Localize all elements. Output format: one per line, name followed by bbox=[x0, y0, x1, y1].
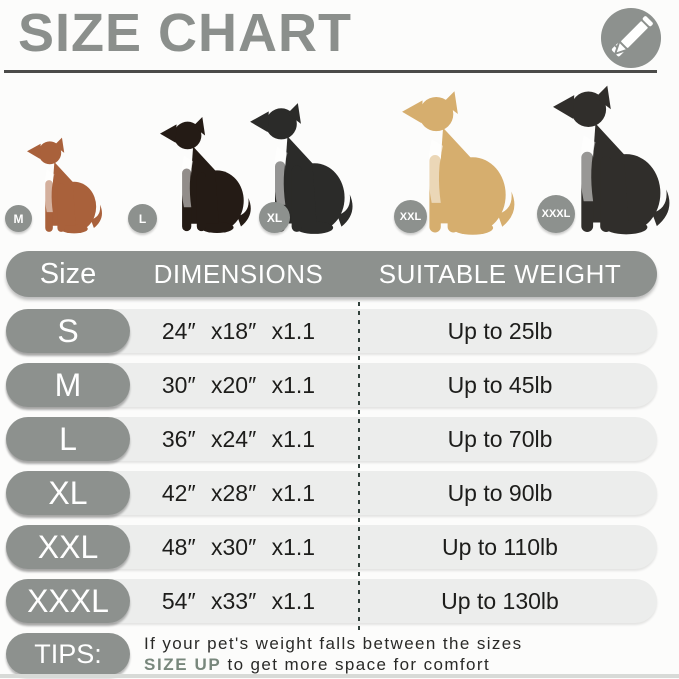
dimensions-value: 36″ x24″ x1.1 bbox=[161, 425, 316, 452]
weight-value: Up to 90lb bbox=[447, 479, 553, 506]
size-badge-xl: XL bbox=[6, 471, 130, 515]
size-badge-l: L bbox=[6, 417, 130, 461]
size-marker-xxxl: XXXL bbox=[537, 195, 575, 233]
size-badge-xxl: XXL bbox=[6, 525, 130, 569]
table-row-m: M 30″ x20″ x1.1 Up to 45lb bbox=[6, 363, 657, 407]
dimensions-value: 30″ x20″ x1.1 bbox=[161, 371, 316, 398]
tips-line2: SIZE UP to get more space for comfort bbox=[144, 654, 523, 675]
dog-medium-image bbox=[27, 136, 103, 235]
tips-text: If your pet's weight falls between the s… bbox=[144, 633, 523, 675]
tips-line2-rest: to get more space for comfort bbox=[227, 655, 491, 674]
size-badge-s: S bbox=[6, 309, 130, 353]
size-marker-m: M bbox=[5, 205, 32, 232]
column-header-dimensions: DIMENSIONS bbox=[153, 258, 324, 289]
dimensions-value: 54″ x33″ x1.1 bbox=[161, 587, 316, 614]
weight-value: Up to 45lb bbox=[447, 371, 553, 398]
size-badge-xxxl: XXXL bbox=[6, 579, 130, 623]
dimensions-value: 42″ x28″ x1.1 bbox=[161, 479, 316, 506]
table-header-row: Size DIMENSIONS SUITABLE WEIGHT bbox=[6, 251, 657, 297]
weight-value: Up to 25lb bbox=[447, 317, 553, 344]
dimensions-value: 48″ x30″ x1.1 bbox=[161, 533, 316, 560]
weight-value: Up to 70lb bbox=[447, 425, 553, 452]
weight-value: Up to 110lb bbox=[442, 533, 558, 560]
bottom-divider bbox=[0, 674, 679, 678]
tips-line1: If your pet's weight falls between the s… bbox=[144, 634, 523, 653]
size-table: Size DIMENSIONS SUITABLE WEIGHT S 24″ x1… bbox=[0, 251, 679, 675]
size-marker-xxl: XXL bbox=[394, 200, 427, 233]
table-row-l: L 36″ x24″ x1.1 Up to 70lb bbox=[6, 417, 657, 461]
table-row-xl: XL 42″ x28″ x1.1 Up to 90lb bbox=[6, 471, 657, 515]
tips-row: TIPS: If your pet's weight falls between… bbox=[6, 633, 669, 675]
size-marker-l: L bbox=[128, 204, 157, 233]
dog-size-illustrations: M L XL XXL XXXL bbox=[0, 73, 679, 251]
dashed-column-divider bbox=[358, 302, 360, 630]
dog-large-image bbox=[160, 115, 252, 235]
tips-size-up-emphasis: SIZE UP bbox=[144, 655, 222, 674]
weight-value: Up to 130lb bbox=[441, 587, 559, 614]
table-row-s: S 24″ x18″ x1.1 Up to 25lb bbox=[6, 309, 657, 353]
size-badge-m: M bbox=[6, 363, 130, 407]
tips-badge: TIPS: bbox=[6, 633, 130, 675]
dimensions-value: 24″ x18″ x1.1 bbox=[161, 317, 316, 344]
size-marker-xl: XL bbox=[259, 202, 290, 233]
title-divider bbox=[4, 70, 657, 73]
column-header-size: Size bbox=[39, 257, 97, 290]
column-header-weight: SUITABLE WEIGHT bbox=[378, 258, 622, 289]
table-row-xxl: XXL 48″ x30″ x1.1 Up to 110lb bbox=[6, 525, 657, 569]
page-title: SIZE CHART bbox=[18, 3, 352, 63]
header: SIZE CHART bbox=[0, 0, 679, 70]
ruler-pencil-icon bbox=[600, 7, 662, 69]
table-row-xxxl: XXXL 54″ x33″ x1.1 Up to 130lb bbox=[6, 579, 657, 623]
